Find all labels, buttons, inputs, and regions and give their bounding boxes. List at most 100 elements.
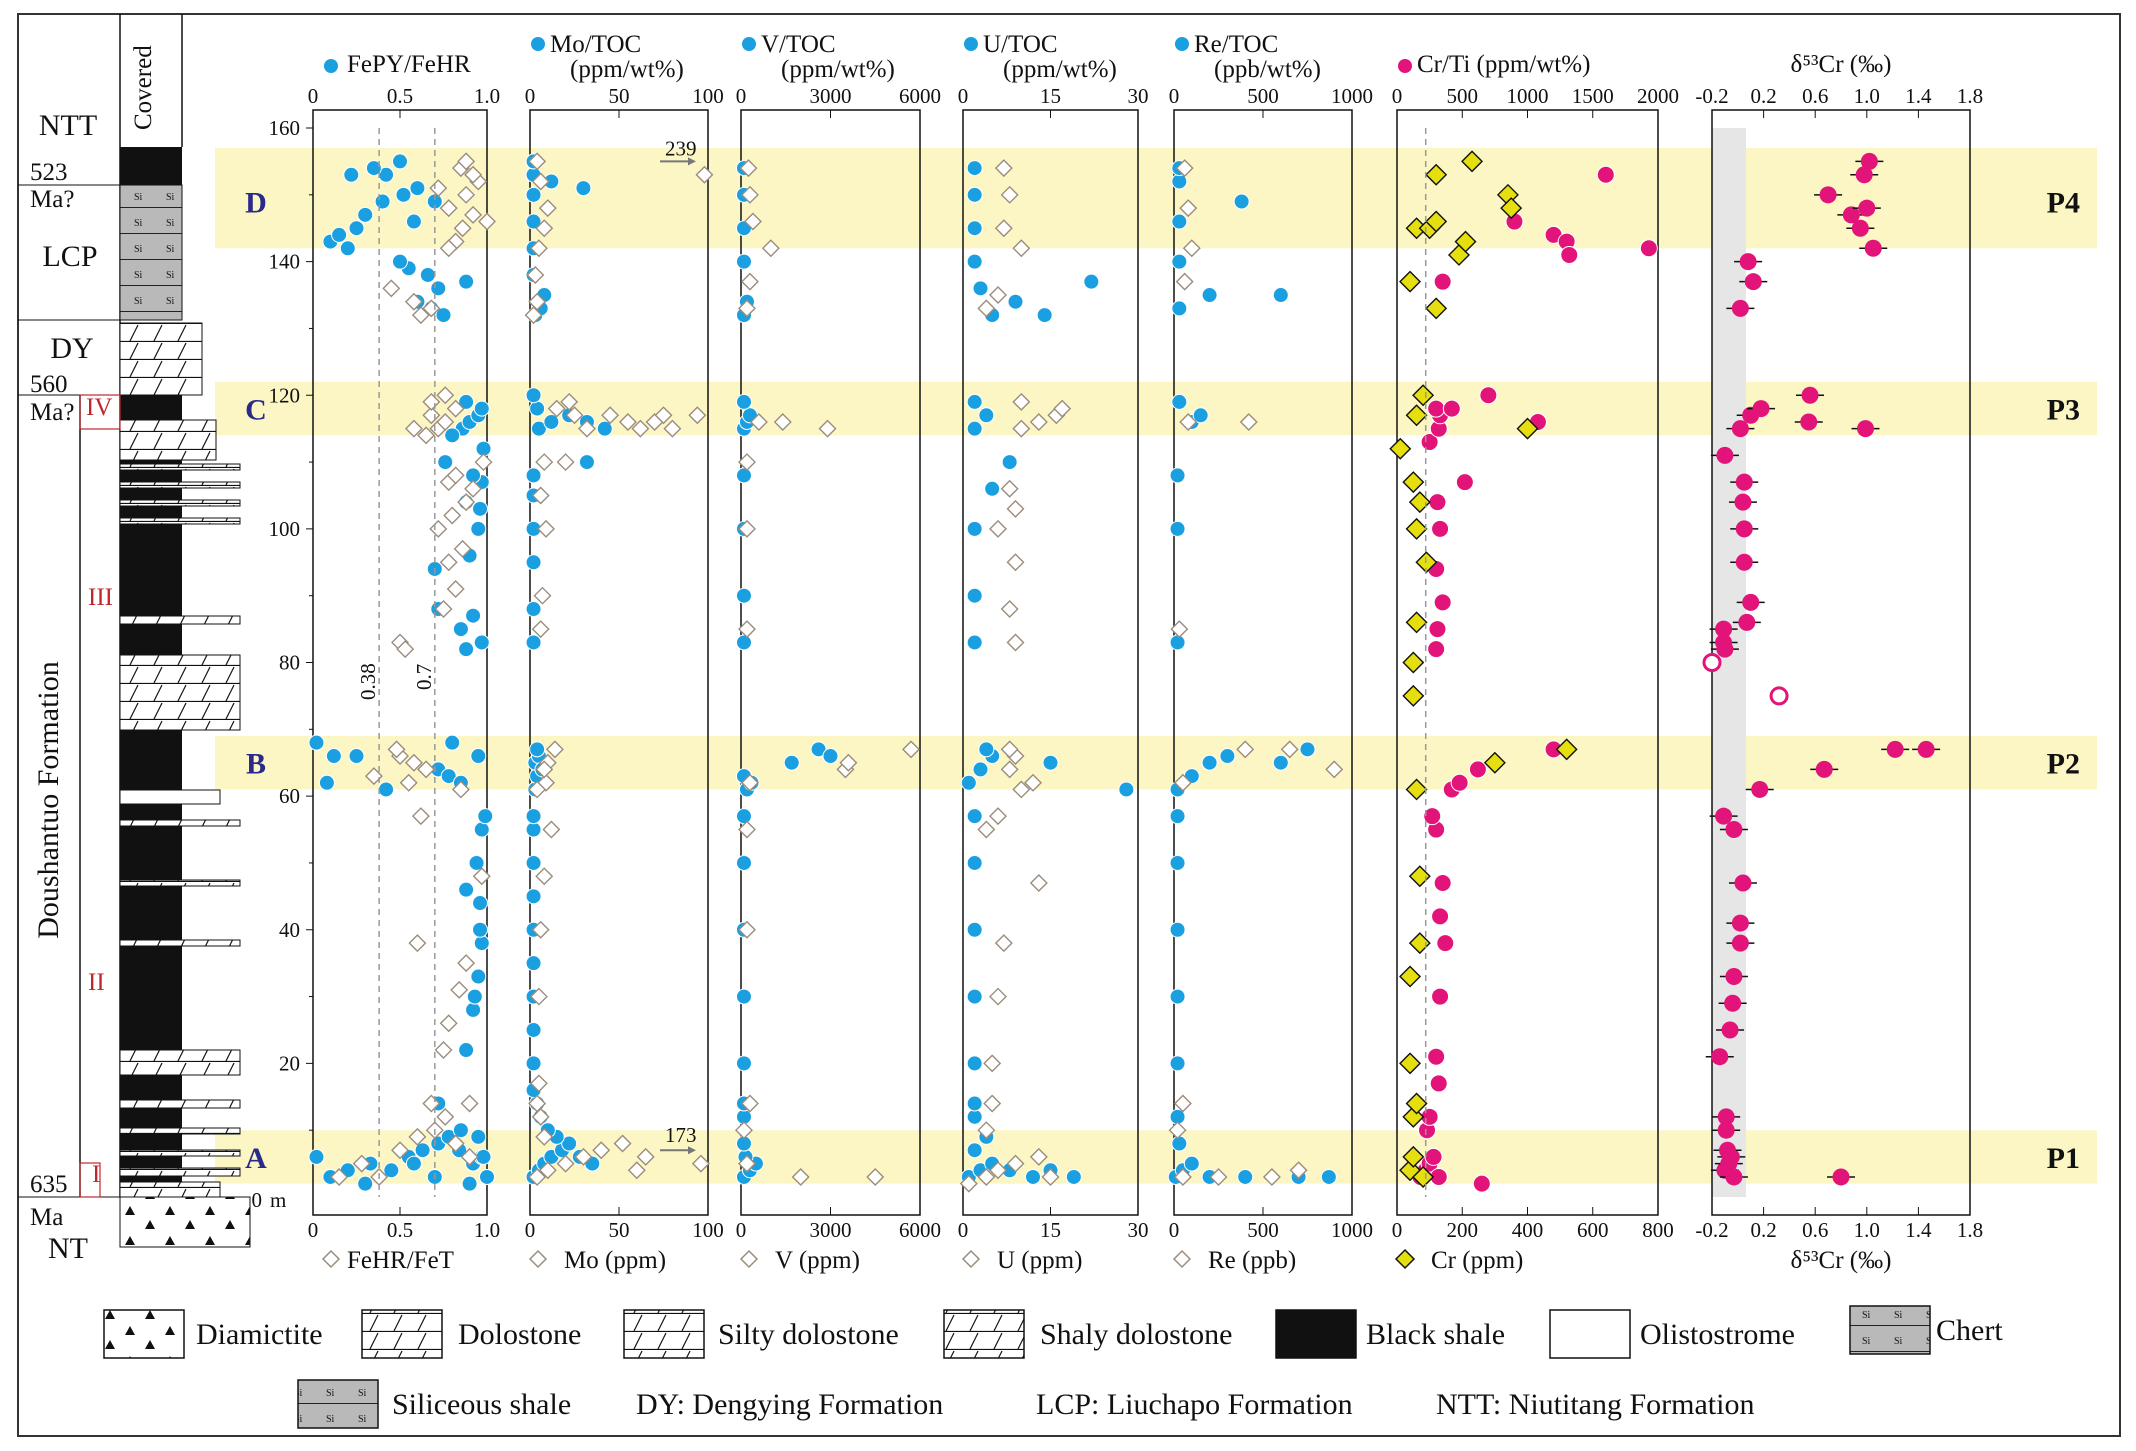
point-V-ppm--9 xyxy=(902,740,921,759)
point-FePY-FeHR-35 xyxy=(325,748,342,765)
point-FePY-FeHR-74 xyxy=(392,153,408,170)
point-U-ppm--32 xyxy=(1012,239,1031,258)
bottom-tick-d53-3: 1.0 xyxy=(1854,1218,1880,1242)
point-V-TOC-15 xyxy=(810,741,827,758)
label-ntt: NTT xyxy=(39,109,97,142)
point-Mo-ppm--8 xyxy=(535,1127,554,1146)
point-Mo-ppm--10 xyxy=(528,1094,547,1113)
point-Mo-ppm--47 xyxy=(691,1154,710,1173)
point-Cr-Ti-31 xyxy=(1479,386,1498,405)
top-tick-u-1: 15 xyxy=(1040,84,1061,108)
point--53Cr-46 xyxy=(1832,1168,1850,1186)
point-U-ppm--0 xyxy=(959,1174,978,1193)
point-FeHR-FeT-1 xyxy=(352,1154,371,1173)
legend-label-6: Chert xyxy=(1936,1314,2003,1347)
point-Mo-ppm--33 xyxy=(631,419,650,438)
point-V-ppm--22 xyxy=(739,159,758,178)
point-Mo-TOC-14 xyxy=(525,1021,542,1038)
point-Mo-ppm--22 xyxy=(533,586,552,605)
point-FePY-FeHR-5 xyxy=(383,1162,400,1179)
point--53Cr-10 xyxy=(1725,968,1743,986)
point-Re-TOC-24 xyxy=(1192,407,1209,424)
point--53Cr-32 xyxy=(1801,386,1819,404)
top-tick-u-0: 0 xyxy=(958,84,969,108)
point-Mo-ppm--43 xyxy=(538,199,557,218)
top-label-cr: Cr/Ti (ppm/wt%) xyxy=(1417,51,1590,78)
point-U-ppm--7 xyxy=(983,1094,1002,1113)
point-FeHR-FeT-49 xyxy=(457,185,476,204)
point-Mo-ppm--5 xyxy=(613,1134,632,1153)
point-V-TOC-11 xyxy=(735,808,752,825)
point-FePY-FeHR-37 xyxy=(440,768,457,785)
bottom-tick-v-0: 0 xyxy=(736,1218,747,1242)
point-V-TOC-25 xyxy=(735,393,752,410)
point-FePY-FeHR-40 xyxy=(444,734,461,751)
top-tick-cr-2: 1000 xyxy=(1507,84,1549,108)
point-Re-TOC-30 xyxy=(1171,213,1188,230)
point-Mo-ppm--0 xyxy=(528,1167,547,1186)
point-Mo-ppm--32 xyxy=(618,412,637,431)
point-Re-TOC-7 xyxy=(1171,1135,1188,1152)
point-FePY-FeHR-61 xyxy=(444,427,461,444)
point-Cr-ppm--11 xyxy=(1555,738,1578,761)
top-tick-re-0: 0 xyxy=(1169,84,1180,108)
point-Mo-TOC-16 xyxy=(525,955,542,972)
point--53Cr-34 xyxy=(1857,420,1875,438)
point-U-TOC-12 xyxy=(966,988,983,1005)
point-Mo-TOC-33 xyxy=(525,467,542,484)
point-FePY-FeHR-30 xyxy=(472,921,489,938)
point-FeHR-FeT-43 xyxy=(436,386,455,405)
point-U-ppm--18 xyxy=(1000,740,1019,759)
point-FeHR-FeT-34 xyxy=(464,479,483,498)
point-V-TOC-14 xyxy=(783,754,800,771)
point-FeHR-FeT-39 xyxy=(436,412,455,431)
point--53Cr-36 xyxy=(1731,299,1749,317)
point-Cr-ppm--13 xyxy=(1402,651,1425,674)
point--53Cr-11 xyxy=(1731,934,1749,952)
point-Re-ppb--7 xyxy=(1280,740,1299,759)
point-FePY-FeHR-65 xyxy=(348,220,365,237)
point-U-TOC-33 xyxy=(1036,307,1053,324)
point-Re-TOC-4 xyxy=(1237,1168,1254,1185)
depth-tick-100: 100 xyxy=(269,517,301,541)
point-FePY-FeHR-22 xyxy=(465,1001,482,1018)
point-Cr-ppm--31 xyxy=(1461,150,1484,173)
top-tick-mo-1: 50 xyxy=(609,84,630,108)
top-tick-cr-4: 2000 xyxy=(1637,84,1679,108)
point-U-ppm--5 xyxy=(1041,1167,1060,1186)
top-legend-marker-v xyxy=(742,37,756,51)
point-Mo-ppm--12 xyxy=(529,987,548,1006)
point-FeHR-FeT-11 xyxy=(434,1041,453,1060)
bottom-tick-cr-1: 200 xyxy=(1447,1218,1479,1242)
point-Re-ppb--10 xyxy=(1170,620,1189,639)
point-FeHR-FeT-3 xyxy=(391,1141,409,1160)
point-Cr-Ti-9 xyxy=(1427,1047,1446,1066)
band-letter-C: C xyxy=(245,394,267,427)
point-FePY-FeHR-14 xyxy=(461,1175,478,1192)
interbed-0 xyxy=(119,463,241,471)
point-V-ppm--19 xyxy=(761,239,780,258)
point-FePY-FeHR-50 xyxy=(472,500,489,517)
bottom-tick-re-0: 0 xyxy=(1169,1218,1180,1242)
bottom-label-fe: FeHR/FeT xyxy=(347,1247,454,1274)
point-Mo-ppm--46 xyxy=(695,165,714,184)
point-Mo-ppm--20 xyxy=(528,780,547,799)
top-tick-re-2: 1000 xyxy=(1331,84,1373,108)
point-Mo-ppm--30 xyxy=(577,419,596,438)
legend-label-2: Silty dolostone xyxy=(718,1318,899,1351)
point-U-TOC-9 xyxy=(966,1108,983,1125)
panel-frame-re xyxy=(1173,109,1353,1216)
phase-label-P1: P1 xyxy=(2047,1142,2080,1175)
point-U-ppm--4 xyxy=(1029,1147,1048,1166)
point-Cr-ppm--1 xyxy=(1402,1145,1425,1168)
point--53Cr-43 xyxy=(1858,199,1876,217)
point-U-TOC-26 xyxy=(1001,454,1018,471)
unit-lcp-chert xyxy=(119,184,183,321)
point--53Cr-38 xyxy=(1739,253,1757,271)
point-U-TOC-16 xyxy=(960,774,977,791)
point-Re-ppb--16 xyxy=(1175,159,1194,178)
point-Cr-ppm--19 xyxy=(1389,437,1412,460)
depth-zero: 0 xyxy=(252,1188,263,1212)
point-U-TOC-15 xyxy=(966,808,983,825)
point-FePY-FeHR-24 xyxy=(473,935,490,952)
